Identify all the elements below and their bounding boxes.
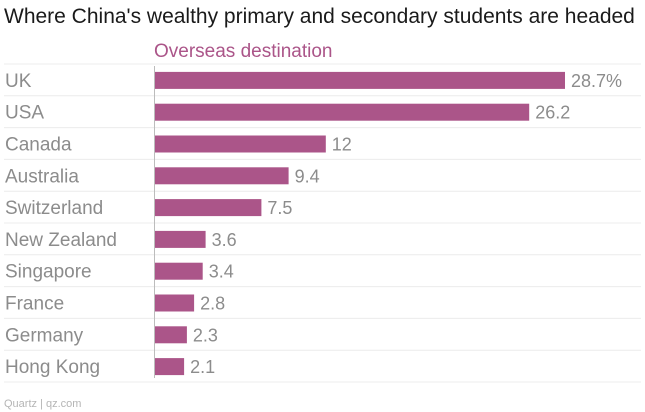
- category-label: New Zealand: [5, 230, 117, 251]
- bar: [154, 199, 262, 217]
- category-label: Switzerland: [5, 198, 103, 219]
- category-label: Singapore: [5, 262, 92, 283]
- category-label: UK: [5, 71, 32, 92]
- data-label: 2.8: [200, 294, 225, 314]
- category-label: France: [5, 294, 64, 315]
- data-label: 2.1: [190, 357, 215, 377]
- data-label: 7.5: [267, 198, 292, 218]
- bar: [154, 103, 530, 121]
- series-label: Overseas destination: [154, 41, 333, 62]
- data-label: 2.3: [193, 325, 218, 345]
- bar: [154, 230, 206, 248]
- bar: [154, 167, 289, 185]
- data-label: 12: [332, 135, 352, 155]
- bar: [154, 262, 203, 280]
- bar: [154, 358, 185, 376]
- bar: [154, 71, 565, 89]
- data-label: 3.4: [209, 262, 234, 282]
- footer-credit: Quartz | qz.com: [4, 398, 82, 410]
- data-label: 28.7%: [571, 71, 622, 91]
- data-label: 3.6: [212, 230, 237, 250]
- category-label: USA: [5, 103, 44, 124]
- category-label: Australia: [5, 166, 79, 187]
- category-label: Hong Kong: [5, 357, 100, 378]
- data-label: 26.2: [535, 103, 570, 123]
- data-label: 9.4: [295, 166, 320, 186]
- category-label: Germany: [5, 325, 84, 346]
- chart-title: Where China's wealthy primary and second…: [4, 5, 635, 28]
- category-label: Canada: [5, 135, 72, 156]
- bar: [154, 326, 187, 344]
- bar: [154, 294, 195, 312]
- bar: [154, 135, 326, 153]
